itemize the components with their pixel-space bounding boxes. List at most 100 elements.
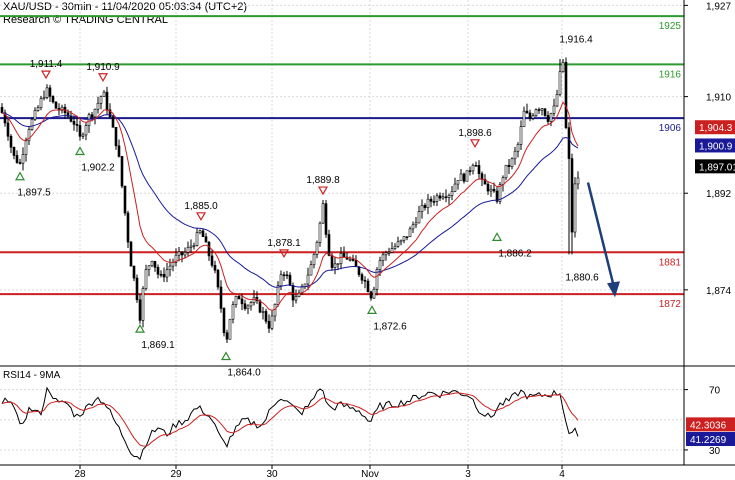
candle-body <box>48 87 52 97</box>
candle-body <box>546 115 550 122</box>
candle-body <box>354 260 358 268</box>
rsi-title: RSI14 - 9MA <box>3 370 61 381</box>
candle-body <box>90 114 94 118</box>
up-triangle-marker <box>74 146 86 156</box>
up-triangle-marker <box>220 351 232 361</box>
candle-body <box>375 269 379 290</box>
candle-body <box>75 124 79 126</box>
candle-body <box>384 252 388 256</box>
candle-body <box>531 115 535 119</box>
candle-body <box>495 190 499 202</box>
candle-body <box>249 302 253 307</box>
candle-body <box>315 241 319 255</box>
candle-body <box>108 109 112 118</box>
candle-body <box>576 177 580 185</box>
candle-body <box>21 154 25 164</box>
candle-body <box>192 245 196 247</box>
candle-body <box>339 253 343 264</box>
candle-body <box>171 262 175 267</box>
candlestick-series <box>0 57 580 344</box>
down-triangle-marker <box>317 186 329 196</box>
rsi-badge-label: 41.2269 <box>690 435 727 446</box>
candle-body <box>96 102 100 110</box>
swing-markers: 1,911.4 1,910.9 1,897.5 1,902.2 1,885.0 1,869… <box>14 34 599 379</box>
candle-body <box>201 230 205 238</box>
candle-body <box>135 277 139 301</box>
candle-body <box>534 109 538 117</box>
price-label: 1,880.6 <box>565 272 599 283</box>
candle-body <box>51 96 55 103</box>
candle-body <box>81 134 85 137</box>
candle-body <box>444 196 448 199</box>
up-triangle-marker <box>134 323 146 333</box>
candle-body <box>405 236 409 238</box>
candle-body <box>561 62 565 72</box>
price-badge-label: 1,900.9 <box>699 141 733 152</box>
rsi-panel: RSI14 - 9MA <box>1 370 579 461</box>
candle-body <box>225 332 229 340</box>
candle-body <box>237 296 241 300</box>
candle-body <box>93 108 97 118</box>
candle-body <box>318 222 322 243</box>
candle-body <box>312 254 316 266</box>
candle-body <box>240 298 244 305</box>
price-badge <box>695 138 735 153</box>
candle-body <box>417 211 421 224</box>
moving-averages <box>1 101 579 311</box>
level-label-1925: 1925 <box>659 21 682 32</box>
candle-body <box>27 129 31 142</box>
price-label: 1,885.0 <box>184 201 218 212</box>
candle-body <box>369 291 373 299</box>
up-triangle-marker <box>366 305 378 314</box>
candle-body <box>30 118 34 130</box>
candle-body <box>138 299 142 321</box>
level-label-1872: 1872 <box>659 299 682 310</box>
candle-body <box>87 114 91 126</box>
candle-body <box>507 164 511 167</box>
candle-body <box>54 101 58 109</box>
price-badge <box>695 159 735 174</box>
candle-body <box>24 140 28 155</box>
level-label-1906: 1906 <box>659 123 682 134</box>
down-triangle-marker <box>195 212 207 222</box>
candle-body <box>267 320 271 329</box>
candle-body <box>228 318 232 340</box>
candle-body <box>177 251 181 256</box>
candle-body <box>297 292 301 297</box>
candle-body <box>3 112 7 124</box>
candle-body <box>408 228 412 237</box>
candle-body <box>453 183 457 192</box>
candle-body <box>420 205 424 212</box>
x-tick-label: 29 <box>170 469 182 480</box>
candle-body <box>396 241 400 247</box>
candle-body <box>39 98 43 108</box>
rsi-y-tick-label: 30 <box>709 446 721 457</box>
level-label-1916: 1916 <box>659 69 682 80</box>
candle-body <box>204 236 208 243</box>
candle-body <box>258 300 262 313</box>
candle-body <box>60 106 64 111</box>
rsi-ma-line <box>1 392 579 447</box>
candle-body <box>321 203 325 224</box>
candle-body <box>558 71 562 95</box>
candle-body <box>0 107 4 114</box>
candle-body <box>504 164 508 179</box>
candle-body <box>12 146 16 156</box>
candle-body <box>471 165 475 172</box>
y-tick-label: 1,910 <box>706 93 731 104</box>
x-tick-label: 30 <box>266 469 278 480</box>
candle-body <box>45 87 49 98</box>
candle-body <box>180 251 184 256</box>
candle-body <box>441 196 445 199</box>
candle-body <box>33 110 37 120</box>
candle-body <box>216 269 220 288</box>
candle-body <box>294 296 298 301</box>
candle-body <box>72 121 76 125</box>
candle-body <box>327 234 331 256</box>
candle-body <box>549 113 553 122</box>
x-tick-label: Nov <box>361 469 379 480</box>
price-label: 1,869.1 <box>141 340 175 351</box>
candle-body <box>42 97 46 99</box>
down-triangle-marker <box>469 139 481 149</box>
candle-body <box>195 232 199 246</box>
